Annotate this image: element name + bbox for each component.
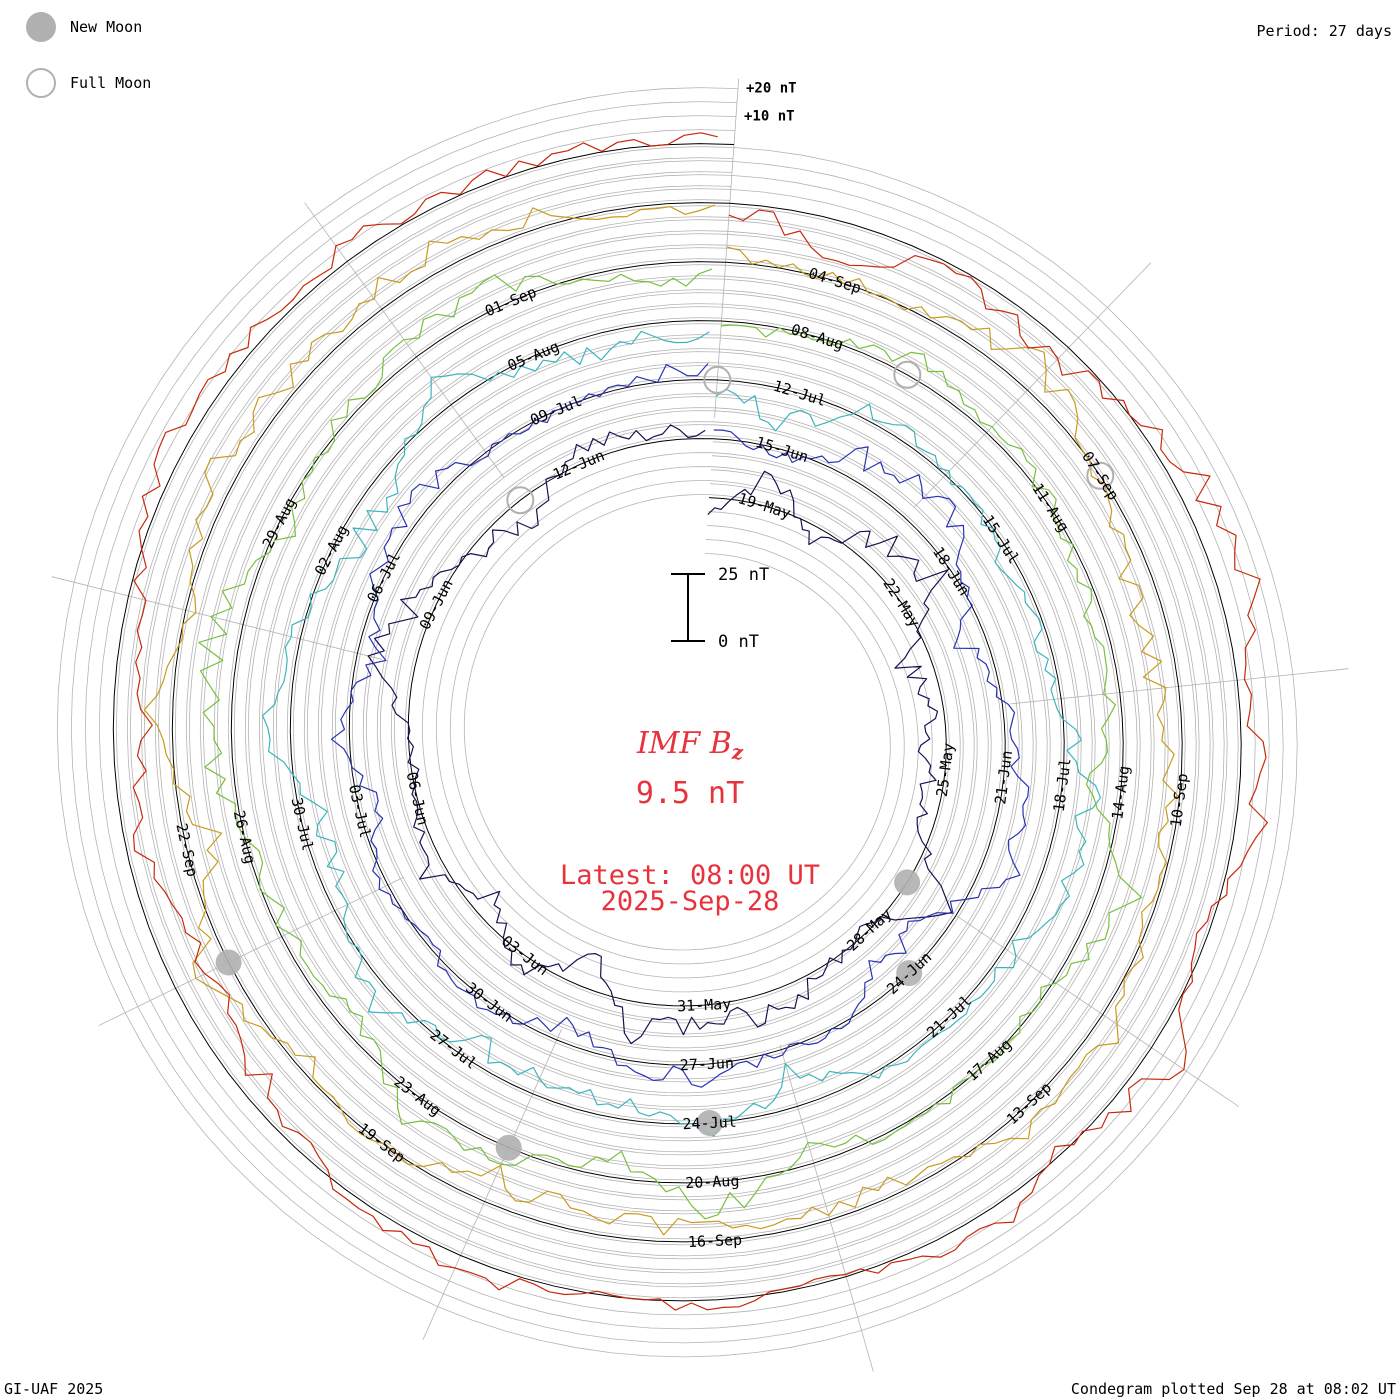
date-label: 20-Aug	[685, 1172, 740, 1192]
day-spoke	[714, 78, 740, 418]
parameter-name: IMF B	[636, 726, 732, 761]
scale-bar-low-label: 0 nT	[718, 632, 759, 652]
date-label: 07-Sep	[1078, 448, 1122, 503]
date-label: 17-Aug	[963, 1035, 1015, 1085]
day-spoke	[914, 262, 1152, 508]
date-label: 12-Jun	[550, 446, 607, 483]
reference-level-labels: +10 nT +20 nT	[744, 81, 797, 125]
full-moon-marker	[1086, 461, 1115, 490]
full-moon-icon	[26, 68, 56, 98]
series-line	[330, 363, 1030, 1088]
legend-new-moon-label: New Moon	[70, 18, 143, 36]
day-spoke	[51, 576, 382, 660]
date-label: 18-Jul	[1050, 757, 1075, 813]
credit-label: GI-UAF 2025	[4, 1380, 104, 1398]
date-label: 18-Jun	[929, 544, 973, 599]
spiral-grid	[56, 87, 1298, 1358]
date-label: 15-Jul	[979, 512, 1023, 567]
full-moon-marker	[893, 360, 922, 389]
plotted-timestamp: Condegram plotted Sep 28 at 08:02 UT	[1070, 1380, 1396, 1398]
latest-date: 2025-Sep-28	[600, 886, 780, 917]
date-label: 21-Jul	[923, 992, 975, 1042]
parameter-title: IMF Bz	[490, 726, 890, 764]
full-moon-marker	[703, 365, 732, 394]
new-moon-marker	[696, 1110, 723, 1136]
date-label: 24-Jun	[883, 948, 935, 998]
zero-baseline-spiral	[112, 143, 1242, 1302]
date-label: 09-Jun	[416, 576, 457, 632]
parameter-subscript: z	[731, 740, 744, 764]
day-spokes	[51, 78, 1349, 1372]
day-spoke	[779, 1044, 874, 1372]
date-label: 24-Jul	[682, 1113, 737, 1133]
zero-baseline	[112, 143, 1242, 1302]
grid-level	[84, 115, 1270, 1330]
new-moon-marker	[495, 1134, 522, 1161]
latest-value: 9.5 nT	[635, 776, 745, 811]
grid-level	[70, 101, 1284, 1344]
grid-level	[56, 87, 1298, 1358]
day-spoke	[304, 202, 505, 479]
reference-level-label: +20 nT	[746, 81, 797, 97]
date-label: 29-Aug	[259, 495, 300, 551]
date-label: 14-Aug	[1108, 765, 1133, 821]
new-moon-marker	[896, 960, 923, 987]
new-moon-marker	[894, 869, 921, 896]
date-label: 09-Jul	[528, 392, 585, 429]
reference-level-label: +10 nT	[744, 109, 795, 125]
grid-level	[98, 129, 1256, 1316]
date-label: 05-Aug	[505, 337, 562, 374]
date-label: 27-Jun	[679, 1054, 734, 1074]
day-spoke	[956, 915, 1240, 1107]
new-moon-marker	[215, 949, 242, 976]
day-spoke	[98, 876, 405, 1027]
day-spoke	[422, 1029, 562, 1340]
date-label: 22-May	[879, 575, 923, 630]
date-label: 10-Sep	[1167, 772, 1192, 828]
full-moon-marker	[506, 486, 535, 515]
date-label: 13-Sep	[1003, 1078, 1055, 1128]
period-label: Period: 27 days	[1256, 22, 1392, 40]
date-label: 01-Sep	[482, 283, 539, 320]
date-label: 25-May	[933, 742, 958, 798]
date-label: 06-Jul	[363, 549, 404, 605]
data-series	[132, 132, 1268, 1311]
moon-phase-markers	[215, 360, 1115, 1161]
latest-time: Latest: 08:00 UT	[559, 860, 821, 891]
grid-level	[140, 171, 1214, 1274]
grid-level	[126, 157, 1228, 1288]
new-moon-icon	[26, 12, 56, 42]
series-line	[143, 204, 1179, 1236]
day-spoke	[1010, 668, 1349, 705]
series-line	[132, 132, 1268, 1311]
date-label: 16-Sep	[688, 1231, 743, 1251]
scale-bar-high-label: 25 nT	[718, 565, 769, 585]
date-label: 11-Aug	[1028, 480, 1072, 535]
series-line	[198, 268, 1143, 1220]
series-line	[262, 330, 1102, 1137]
scale-bar: 25 nT 0 nT	[671, 565, 769, 652]
date-label: 31-May	[677, 995, 732, 1015]
series-line	[367, 424, 953, 1045]
date-label: 02-Aug	[311, 522, 352, 578]
legend-full-moon-label: Full Moon	[70, 74, 152, 92]
date-label: 21-Jun	[991, 749, 1016, 805]
date-label: 06-Jun	[403, 770, 432, 827]
